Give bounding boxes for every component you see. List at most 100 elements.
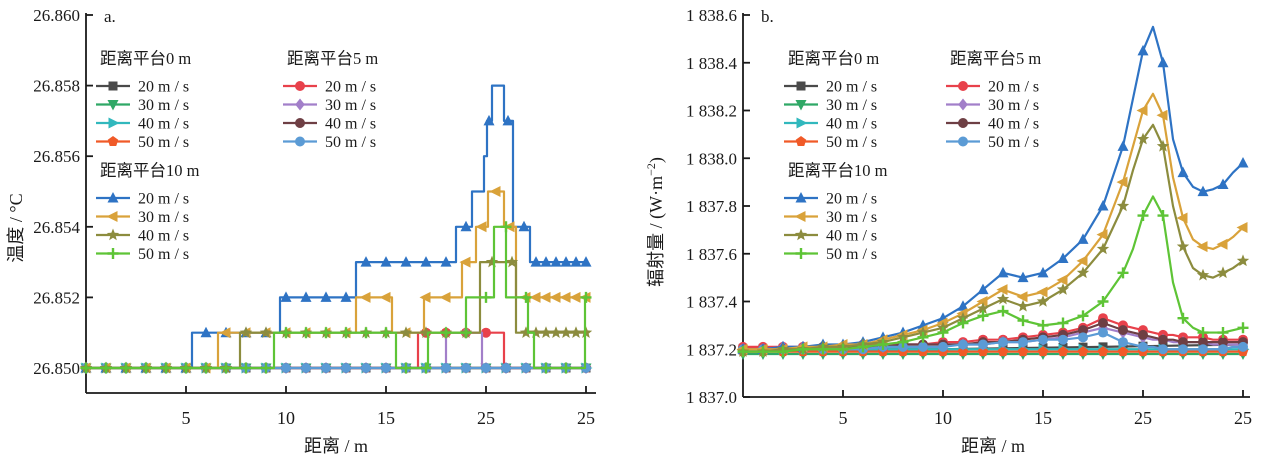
circle-marker [938,341,948,352]
star-marker [419,326,433,338]
star-marker [1176,240,1190,252]
star-marker [1136,132,1150,145]
legend-item-label: 30 m / s [826,209,877,226]
circle-marker [1218,344,1228,355]
star-marker [485,255,499,268]
y-tick-label: 1 838.6 [686,6,737,25]
star-marker [1116,199,1130,212]
star-marker [529,326,543,338]
x-tick-label: 15 [1034,408,1052,428]
plus-marker [80,362,92,374]
plus-marker [580,291,592,303]
circle-marker [1038,334,1048,345]
circle-marker [1098,327,1108,338]
star-marker [1076,266,1090,279]
pentagon-marker [795,136,807,146]
plus-marker [795,248,807,259]
star-marker [559,326,573,338]
star-marker [794,228,808,241]
legend-item-label: 50 m / s [138,246,189,263]
plus-marker [917,331,929,343]
tri-left-marker [1216,238,1228,250]
legend-group-b-0: 距离平台0 m 20 m / s30 m / s 40 m / s50 m / s [784,49,879,151]
x-axis-title: 距离 / m [961,436,1025,456]
legend-item-label: 50 m / s [325,134,376,151]
tri-left-marker [475,221,487,233]
star-marker [1036,295,1050,307]
y-tick-label: 1 837.8 [686,197,737,216]
series-p10_30 [736,92,1248,355]
y-tick-label: 26.850 [33,359,80,378]
legend-item-label: 30 m / s [138,97,189,114]
circle-marker [978,339,988,350]
tri-up-marker [997,266,1009,278]
pentagon-marker [1117,346,1129,357]
circle-marker [1078,325,1088,336]
tri-up-marker [580,256,592,267]
x-tick-label: 15 [377,408,395,428]
plus-marker [280,327,292,339]
series-p10_40-line [743,123,1244,353]
panel-letter: b. [761,7,774,26]
plus-marker [777,346,789,358]
legend-item-label: 20 m / s [325,79,376,96]
y-tick-label: 1 838.0 [686,149,737,168]
star-marker [1096,242,1110,255]
tri-up-marker [1037,266,1049,278]
star-marker [505,255,519,268]
y-tick-label: 1 837.2 [686,340,737,359]
plus-marker [857,341,869,353]
circle-marker [958,81,968,91]
legend-item-label: 30 m / s [138,209,189,226]
series-p5_30-line [86,331,586,370]
legend-header: 距离平台5 m [287,49,378,68]
plus-marker [997,305,1009,317]
x-tick-label: 25 [1234,408,1252,428]
circle-marker [1158,334,1168,345]
tri-up-marker [502,114,514,126]
panel-b: 1 837.0 1 837.2 1 837.4 1 837.6 1 837.8 1 838… [644,6,1252,456]
circle-marker [295,81,305,91]
series-p10_50-line [86,225,587,370]
circle-marker [481,363,491,373]
tri-up-marker [340,291,352,302]
legend-item-label: 40 m / s [138,116,189,133]
legend-item-label: 40 m / s [826,116,877,133]
y-tick-label: 1 837.0 [686,388,737,407]
circle-marker [441,363,451,373]
legend-item-label: 20 m / s [826,191,877,208]
tri-up-marker [483,114,495,126]
plus-marker [200,362,212,374]
circle-marker [1198,337,1208,348]
legend-header: 距离平台5 m [950,49,1041,68]
circle-marker [1218,337,1228,348]
plus-marker [540,362,552,374]
circle-marker [1138,329,1148,340]
diamond-marker [958,98,968,111]
legend-item-label: 40 m / s [988,116,1039,133]
legend-header: 距离平台0 m [788,49,879,68]
plus-marker [817,343,829,355]
tri-left-marker [1156,109,1168,121]
plus-marker [797,343,809,355]
plus-marker [340,327,352,339]
star-marker [1156,139,1170,152]
legend-item-label: 20 m / s [988,79,1039,96]
circle-marker [1178,344,1188,355]
circle-marker [295,136,305,147]
circle-marker [1118,325,1128,336]
tri-up-marker [550,256,562,267]
series-p10_50 [80,221,592,374]
y-tick-label: 26.856 [33,147,80,166]
y-tick-label: 1 837.6 [686,245,737,264]
circle-marker [381,363,391,373]
series-p10_50 [737,195,1249,358]
legend-item-label: 50 m / s [138,134,189,151]
series-p10_20-line [86,84,586,370]
tri-up-marker [570,256,582,267]
star-marker [1216,266,1230,279]
star-marker [399,326,413,338]
tri-up-marker [1217,178,1229,190]
tri-up-marker [280,291,292,302]
